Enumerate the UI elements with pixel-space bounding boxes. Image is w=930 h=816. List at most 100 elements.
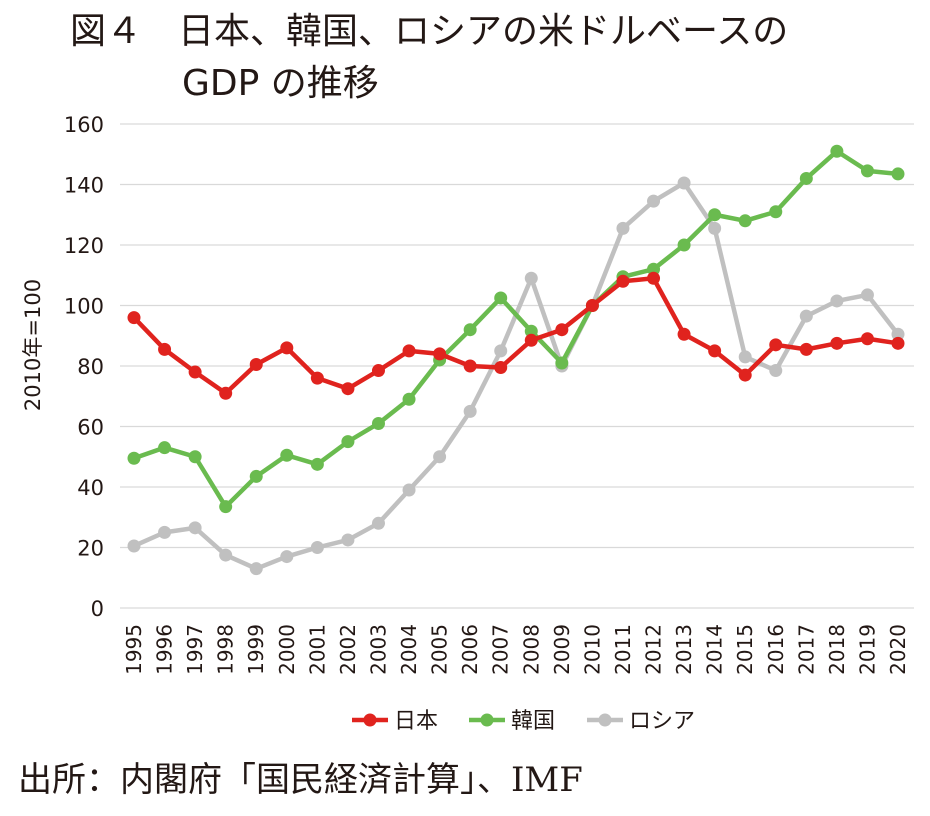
data-point [280,341,294,355]
data-point [677,238,691,252]
data-point [402,392,416,406]
series-lines [127,144,905,576]
x-tick-label: 1996 [153,624,177,675]
data-point [371,416,385,430]
x-tick-label: 2020 [886,624,910,675]
data-point [494,291,508,305]
data-point [402,483,416,497]
x-tick-label: 2010 [580,624,604,675]
data-point [310,457,324,471]
y-tick-label: 60 [77,416,104,440]
legend-marker [598,713,612,727]
data-point [463,323,477,337]
data-point [127,539,141,553]
data-point [708,208,722,222]
data-point [188,450,202,464]
data-point [219,386,233,400]
x-tick-label: 2001 [305,624,329,675]
x-tick-label: 2014 [703,624,727,675]
y-tick-label: 80 [77,355,104,379]
data-point [708,221,722,235]
x-tick-label: 2019 [855,624,879,675]
data-point [799,342,813,356]
data-point [371,364,385,378]
data-point [524,271,538,285]
y-tick-label: 120 [64,234,104,258]
x-tick-label: 1999 [244,624,268,675]
y-tick-labels: 0 20 40 60 80 100 120 140 160 [64,113,104,621]
data-point [219,548,233,562]
y-tick-label: 100 [64,295,104,319]
x-tick-label: 2007 [489,624,513,675]
data-point [188,365,202,379]
data-point [769,364,783,378]
x-tick-label: 2011 [611,624,635,675]
series-line [132,276,899,396]
legend-label: 日本 [394,709,438,734]
x-tick-label: 2017 [794,624,818,675]
data-point [860,164,874,178]
y-tick-label: 40 [77,476,104,500]
data-point [799,171,813,185]
data-point [494,344,508,358]
y-axis-label: 2010年=100 [21,279,45,411]
data-point [769,338,783,352]
chart-title: 図４ 日本、韓国、ロシアの米ドルベースの GDP の推移 [70,6,910,110]
data-point [158,342,172,356]
series-1 [127,144,905,514]
x-tick-label: 2002 [336,624,360,675]
legend-item-2: ロシア [587,709,695,734]
y-tick-label: 140 [64,174,104,198]
x-tick-label: 2004 [397,624,421,675]
data-point [524,333,538,347]
data-point [280,550,294,564]
data-point [738,214,752,228]
legend-marker [363,713,377,727]
data-point [494,361,508,375]
data-point [249,562,263,576]
data-point [463,359,477,373]
data-point [891,167,905,181]
chart-title-line2: GDP の推移 [182,63,379,104]
legend-item-1: 韓国 [469,709,555,734]
y-tick-label: 160 [64,113,104,137]
data-point [433,347,447,361]
data-point [555,323,569,337]
data-point [280,448,294,462]
data-point [341,435,355,449]
line-chart: 0 20 40 60 80 100 120 140 160 1995 1996 1997 1998 19… [21,113,914,734]
data-point [860,332,874,346]
data-point [830,144,844,158]
x-tick-label: 2008 [519,624,543,675]
x-tick-label: 2016 [764,624,788,675]
x-tick-label: 2013 [672,624,696,675]
data-point [310,371,324,385]
x-tick-label: 2012 [642,624,666,675]
data-point [891,327,905,341]
data-point [616,274,630,288]
x-tick-label: 2009 [550,624,574,675]
legend-label: 韓国 [511,709,555,734]
x-tick-label: 2018 [825,624,849,675]
data-point [738,350,752,364]
x-tick-label: 2003 [366,624,390,675]
x-tick-label: 1998 [214,624,238,675]
x-tick-label: 2005 [428,624,452,675]
source-note: 出所：内閣府「国民経済計算」、IMF [18,760,583,800]
data-point [341,382,355,396]
series-0 [127,271,905,400]
gridlines [120,123,914,609]
y-tick-label: 0 [91,597,104,621]
data-point [585,299,599,312]
series-line [133,180,900,571]
x-tick-label: 2015 [733,624,757,675]
data-point [769,205,783,219]
data-point [738,368,752,382]
data-point [647,194,661,208]
data-point [799,309,813,323]
data-point [677,327,691,341]
chart-title-line1: 図４ 日本、韓国、ロシアの米ドルベースの [70,11,789,52]
data-point [463,404,477,418]
data-point [249,469,263,483]
y-tick-label: 20 [77,537,104,561]
